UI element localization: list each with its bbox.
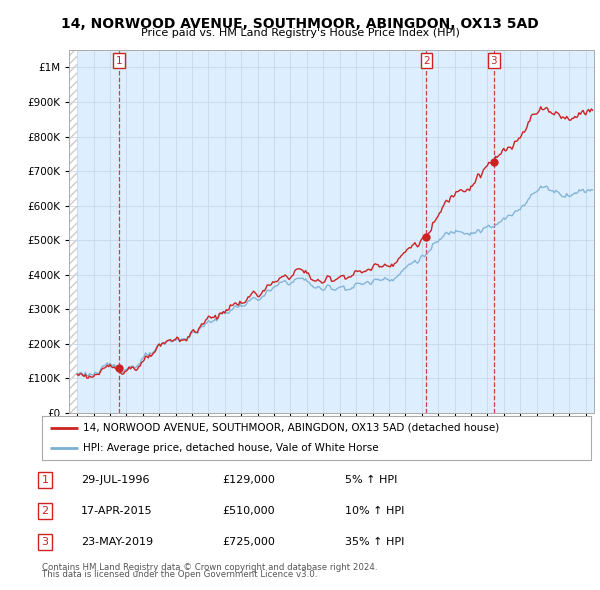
Text: Price paid vs. HM Land Registry's House Price Index (HPI): Price paid vs. HM Land Registry's House … [140, 28, 460, 38]
Text: This data is licensed under the Open Government Licence v3.0.: This data is licensed under the Open Gov… [42, 571, 317, 579]
Text: 29-JUL-1996: 29-JUL-1996 [81, 476, 149, 485]
Text: 3: 3 [41, 537, 49, 546]
Text: HPI: Average price, detached house, Vale of White Horse: HPI: Average price, detached house, Vale… [83, 443, 379, 453]
Text: £725,000: £725,000 [222, 537, 275, 546]
Text: £129,000: £129,000 [222, 476, 275, 485]
Text: Contains HM Land Registry data © Crown copyright and database right 2024.: Contains HM Land Registry data © Crown c… [42, 563, 377, 572]
Bar [69, 50, 77, 413]
Text: 2: 2 [41, 506, 49, 516]
Text: 14, NORWOOD AVENUE, SOUTHMOOR, ABINGDON, OX13 5AD (detached house): 14, NORWOOD AVENUE, SOUTHMOOR, ABINGDON,… [83, 423, 499, 433]
Text: 17-APR-2015: 17-APR-2015 [81, 506, 152, 516]
Text: 35% ↑ HPI: 35% ↑ HPI [345, 537, 404, 546]
Text: 10% ↑ HPI: 10% ↑ HPI [345, 506, 404, 516]
Text: 23-MAY-2019: 23-MAY-2019 [81, 537, 153, 546]
Text: 3: 3 [490, 55, 497, 65]
Text: 14, NORWOOD AVENUE, SOUTHMOOR, ABINGDON, OX13 5AD: 14, NORWOOD AVENUE, SOUTHMOOR, ABINGDON,… [61, 17, 539, 31]
Text: £510,000: £510,000 [222, 506, 275, 516]
Text: 1: 1 [41, 476, 49, 485]
Text: 5% ↑ HPI: 5% ↑ HPI [345, 476, 397, 485]
Text: 2: 2 [423, 55, 430, 65]
Text: 1: 1 [116, 55, 122, 65]
